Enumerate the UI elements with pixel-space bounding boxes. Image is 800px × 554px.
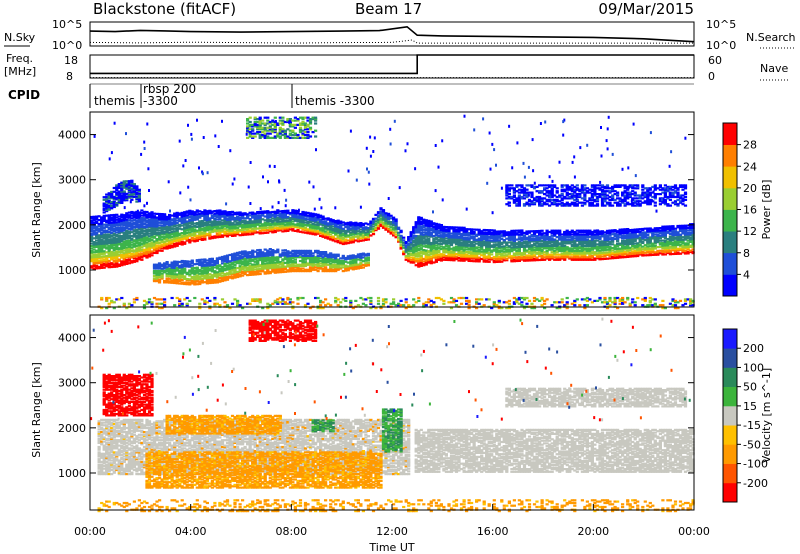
freq-label: Freq. <box>6 52 33 65</box>
power-cell-2264 <box>387 213 390 215</box>
noise-right-tick-bottom: 10^0 <box>706 39 736 52</box>
power-cell-4269 <box>646 234 649 236</box>
nave-right-tick-bottom: 0 <box>708 70 715 83</box>
power-cell-4929 <box>211 258 214 260</box>
power-cell-2567 <box>427 238 430 240</box>
power-cell-1941 <box>322 216 325 218</box>
beam-title: Beam 17 <box>355 0 422 18</box>
power-cell-763 <box>150 254 153 256</box>
freq-nave-panel: Freq. [MHz] 18 8 60 0 Nave <box>4 52 790 83</box>
nsearch-label: N.Search <box>746 31 796 44</box>
power-cell-4763 <box>183 268 186 270</box>
noise-panel: N.Sky 10^5 10^0 10^5 10^0 N.Search <box>4 18 796 52</box>
noise-left-tick-bottom: 10^0 <box>52 39 82 52</box>
power-cell-2165 <box>367 238 370 240</box>
power-cell-2665 <box>437 250 440 252</box>
cpid-seg-2-line2: -3300 <box>143 94 178 108</box>
power-cell-4759 <box>183 275 186 277</box>
date-title: 09/Mar/2015 <box>598 0 694 18</box>
freq-frame <box>90 55 694 78</box>
freq-unit-label: [MHz] <box>4 65 36 78</box>
power-cell-4830 <box>196 267 199 269</box>
power-cell-2274 <box>390 215 393 217</box>
station-title: Blackstone (fitACF) <box>93 0 236 18</box>
power-cell-3625 <box>558 230 561 232</box>
power-cell-2298 <box>395 218 398 220</box>
power-cell-4805 <box>191 260 194 262</box>
power-cell-868 <box>161 250 164 252</box>
cpid-seg-3: themis -3300 <box>295 94 375 108</box>
cpid-label: CPID <box>8 88 40 102</box>
power-cell-2472 <box>420 255 423 257</box>
noise-right-tick-top: 10^5 <box>706 18 736 31</box>
power-cell-917 <box>163 213 166 215</box>
freq-series <box>90 55 694 73</box>
power-cell-1066 <box>183 241 186 243</box>
nsky-label: N.Sky <box>4 31 36 44</box>
cpid-row: CPID themis rbsp 200 -3300 themis -3300 <box>8 82 694 108</box>
power-cell-2476 <box>420 247 423 249</box>
noise-left-tick-top: 10^5 <box>52 18 82 31</box>
power-cell-2990 <box>473 231 476 233</box>
noise-series-1 <box>90 40 694 43</box>
power-cell-2325 <box>402 237 405 239</box>
power-cell-2305 <box>397 227 400 229</box>
power-cell-3114 <box>490 253 493 255</box>
power-cell-4665 <box>166 261 169 263</box>
freq-left-tick-top: 18 <box>64 54 78 67</box>
power-cell-2317 <box>400 230 403 232</box>
power-cell-3501 <box>541 230 544 232</box>
nave-right-tick-top: 60 <box>708 54 722 67</box>
power-cell-2184 <box>372 233 375 235</box>
cpid-seg-1: themis <box>94 94 135 108</box>
power-cell-643 <box>140 259 143 261</box>
power-cell-3352 <box>520 229 523 231</box>
power-cell-4448 <box>671 225 674 227</box>
freq-left-tick-bottom: 8 <box>66 70 73 83</box>
power-cell-2238 <box>382 209 385 211</box>
nave-label: Nave <box>760 62 788 75</box>
power-cell-1747 <box>286 210 289 212</box>
power-cell-3090 <box>488 261 491 263</box>
noise-series-0 <box>90 27 694 42</box>
